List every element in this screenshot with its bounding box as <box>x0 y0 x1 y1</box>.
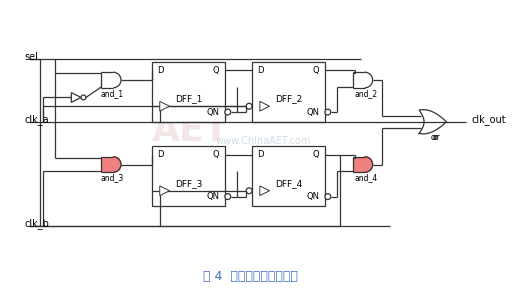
Bar <box>152 62 225 122</box>
Text: DFF_3: DFF_3 <box>175 179 202 188</box>
Text: sel: sel <box>25 52 38 62</box>
Polygon shape <box>365 72 373 88</box>
Polygon shape <box>260 101 269 111</box>
Polygon shape <box>160 101 169 111</box>
Text: Q: Q <box>213 150 220 159</box>
Circle shape <box>225 109 231 115</box>
Bar <box>152 146 225 206</box>
Text: DFF_4: DFF_4 <box>275 179 302 188</box>
Polygon shape <box>365 157 373 172</box>
Text: or: or <box>431 133 439 142</box>
Text: and_3: and_3 <box>100 174 124 183</box>
Text: DFF_1: DFF_1 <box>175 94 202 103</box>
Bar <box>252 146 325 206</box>
Polygon shape <box>419 110 446 134</box>
Text: or: or <box>433 133 441 142</box>
Circle shape <box>325 194 331 200</box>
Text: QN: QN <box>207 107 220 117</box>
Text: clk_out: clk_out <box>472 114 506 125</box>
Text: and_1: and_1 <box>100 89 124 98</box>
Text: DFF_2: DFF_2 <box>275 94 302 103</box>
Polygon shape <box>260 186 269 196</box>
Text: QN: QN <box>207 192 220 201</box>
Text: QN: QN <box>307 107 320 117</box>
Text: D: D <box>258 66 264 75</box>
Text: Q: Q <box>313 150 319 159</box>
Polygon shape <box>113 157 121 172</box>
Circle shape <box>246 188 252 194</box>
Text: D: D <box>158 66 164 75</box>
Text: and_2: and_2 <box>354 89 377 98</box>
Text: 图 4  时钟切换电路原理图: 图 4 时钟切换电路原理图 <box>203 270 297 283</box>
Text: www.ChinaAET.com: www.ChinaAET.com <box>216 136 311 146</box>
Polygon shape <box>101 72 113 88</box>
Text: D: D <box>158 150 164 159</box>
Text: D: D <box>258 150 264 159</box>
Text: and_4: and_4 <box>354 174 377 183</box>
Polygon shape <box>101 157 113 172</box>
Polygon shape <box>353 72 365 88</box>
Polygon shape <box>71 93 81 102</box>
Circle shape <box>325 109 331 115</box>
Text: clk_b: clk_b <box>25 218 50 229</box>
Text: Q: Q <box>313 66 319 75</box>
Text: Q: Q <box>213 66 220 75</box>
Text: AET: AET <box>152 115 229 149</box>
Circle shape <box>81 95 86 100</box>
Bar <box>252 62 325 122</box>
Polygon shape <box>353 157 365 172</box>
Polygon shape <box>160 186 169 196</box>
Circle shape <box>246 103 252 109</box>
Text: clk_a: clk_a <box>25 114 49 125</box>
Text: QN: QN <box>307 192 320 201</box>
Circle shape <box>225 194 231 200</box>
Polygon shape <box>113 72 121 88</box>
